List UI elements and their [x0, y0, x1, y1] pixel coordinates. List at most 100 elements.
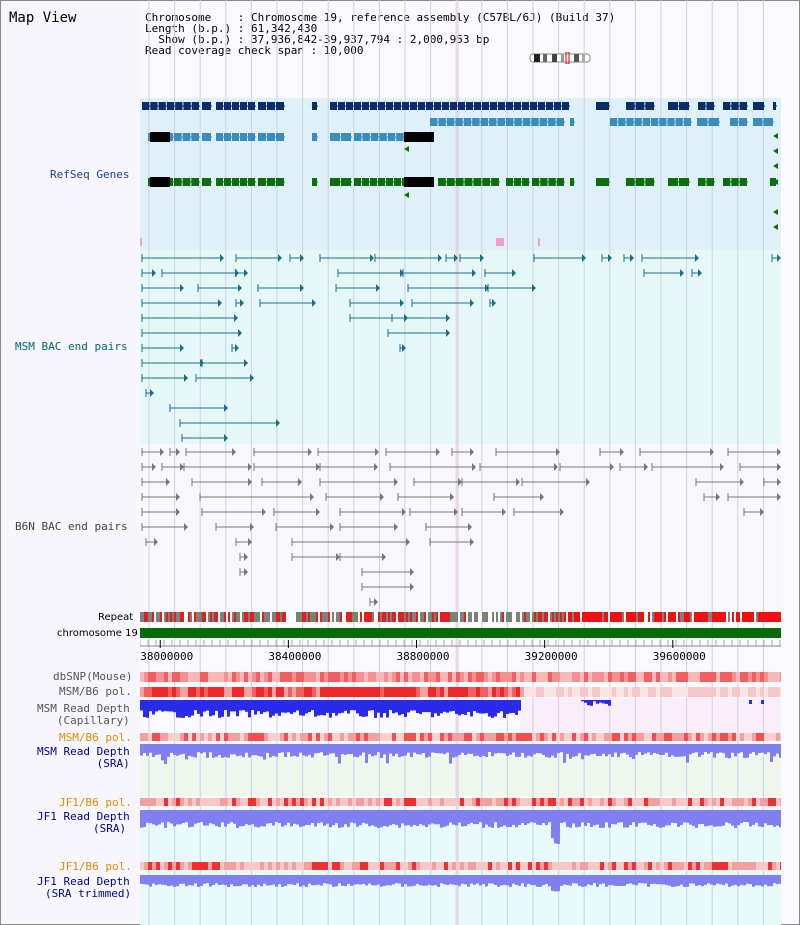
- refseq-gene-exon: [530, 102, 537, 110]
- msm-sra-depth: [152, 744, 155, 758]
- msm-cap-depth: [506, 700, 509, 714]
- track-label-b6n-bac[interactable]: B6N BAC end pairs: [15, 520, 128, 533]
- jf1-trim-depth: [635, 875, 638, 886]
- jf1-trim-depth: [317, 875, 320, 885]
- track-label-jf1-read-depth-sra[interactable]: JF1 Read Depth (SRA): [37, 811, 130, 835]
- track-label-chromosome[interactable]: chromosome 19: [57, 628, 138, 639]
- msm-pol2-cell: [532, 733, 536, 741]
- jf1-pol-cell: [252, 798, 256, 806]
- jf1-trim-depth: [278, 875, 281, 885]
- track-label-jf1-b6-pol[interactable]: JF1/B6 pol.: [59, 796, 132, 809]
- dbsnp-cell: [548, 672, 552, 682]
- jf1-sra-depth: [632, 810, 635, 823]
- jf1-pol-cell: [292, 798, 296, 806]
- refseq-gene-exon: [312, 102, 317, 110]
- jf1-pol2-cell: [596, 862, 600, 870]
- jf1-trim-depth: [563, 875, 566, 885]
- jf1-sra-depth: [143, 810, 146, 828]
- msm-bac-end: [582, 254, 586, 262]
- jf1-pol-cell: [476, 798, 480, 806]
- msm-pol2-cell: [464, 733, 468, 741]
- jf1-trim-depth: [536, 875, 539, 887]
- jf1-trim-depth: [425, 875, 428, 886]
- msm-sra-depth: [341, 744, 344, 755]
- jf1-pol2-cell: [588, 862, 592, 870]
- jf1-sra-depth: [515, 810, 518, 828]
- jf1-pol-cell: [192, 798, 196, 806]
- msm-pol2-cell: [476, 733, 480, 741]
- jf1-sra-depth: [614, 810, 617, 825]
- jf1-sra-depth: [416, 810, 419, 827]
- dbsnp-cell: [664, 672, 668, 682]
- chromosome-ideogram[interactable]: [528, 52, 592, 64]
- track-label-refseq[interactable]: RefSeq Genes: [50, 168, 130, 181]
- jf1-trim-depth: [587, 875, 590, 885]
- msm-pol2-cell: [708, 733, 712, 741]
- dbsnp-cell: [748, 672, 752, 682]
- jf1-sra-depth: [467, 810, 470, 825]
- msm-pol-cell: [268, 687, 272, 697]
- msm-sra-depth: [413, 744, 416, 753]
- msm-sra-depth: [395, 744, 398, 754]
- track-label-dbsnp[interactable]: dbSNP(Mouse): [53, 670, 133, 683]
- msm-sra-depth: [206, 744, 209, 758]
- jf1-sra-depth: [605, 810, 608, 823]
- jf1-sra-depth: [620, 810, 623, 823]
- jf1-sra-depth: [191, 810, 194, 827]
- dbsnp-cell: [552, 672, 556, 682]
- dbsnp-cell: [484, 672, 488, 682]
- jf1-trim-depth: [731, 875, 734, 886]
- track-label-msm-b6-pol[interactable]: MSM/B6 pol.: [59, 685, 132, 698]
- jf1-pol-cell: [592, 798, 596, 806]
- msm-pol2-cell: [724, 733, 728, 741]
- jf1-sra-depth: [560, 810, 563, 823]
- msm-bac-end: [224, 404, 228, 412]
- jf1-trim-depth: [560, 875, 563, 886]
- msm-pol2-cell: [480, 733, 484, 741]
- repeat-seg: [664, 612, 666, 622]
- msm-pol2-cell: [720, 733, 724, 741]
- repeat-seg: [494, 612, 496, 622]
- refseq-gene-exon: [202, 178, 211, 186]
- refseq-gene-exon: [473, 178, 482, 186]
- repeat-seg: [204, 612, 206, 622]
- repeat-seg: [738, 612, 740, 622]
- repeat-seg: [680, 612, 682, 622]
- genome-track-area[interactable]: 38000000 38400000 38800000 39200000 39600000: [140, 0, 781, 925]
- repeat-seg: [522, 612, 524, 622]
- msm-bac-end: [235, 344, 239, 352]
- msm-pol-cell: [184, 687, 188, 697]
- jf1-sra-depth: [158, 810, 161, 825]
- msm-sra-depth: [380, 744, 383, 758]
- track-label-msm-b6-pol-2[interactable]: MSM/B6 pol.: [59, 731, 132, 744]
- jf1-trim-depth: [149, 875, 152, 887]
- jf1-sra-depth: [218, 810, 221, 828]
- repeat-seg: [406, 612, 408, 622]
- repeat-seg: [468, 612, 470, 622]
- b6n-bac-end: [720, 463, 724, 471]
- jf1-sra-depth: [539, 810, 542, 826]
- repeat-seg: [184, 612, 186, 622]
- track-label-msm-read-depth-cap[interactable]: MSM Read Depth (Capillary): [37, 703, 130, 727]
- jf1-sra-depth: [371, 810, 374, 826]
- track-label-jf1-b6-pol-2[interactable]: JF1/B6 pol.: [59, 860, 132, 873]
- jf1-pol2-cell: [220, 862, 224, 870]
- track-canvas[interactable]: 38000000 38400000 38800000 39200000 39600000: [140, 0, 781, 925]
- repeat-seg: [768, 612, 770, 622]
- msm-pol-cell: [404, 687, 408, 697]
- repeat-seg: [284, 612, 286, 622]
- refseq-gene-exon: [224, 102, 231, 110]
- msm-pol-cell: [720, 687, 724, 697]
- repeat-seg: [314, 612, 316, 622]
- jf1-trim-depth: [158, 875, 161, 885]
- refseq-gene-exon: [491, 178, 499, 186]
- b6n-bac-end: [176, 448, 180, 456]
- refseq-gene-exon: [596, 102, 609, 110]
- refseq-gene-exon: [538, 102, 545, 110]
- track-label-jf1-read-depth-trimmed[interactable]: JF1 Read Depth (SRA trimmed): [37, 876, 131, 900]
- track-label-msm-bac[interactable]: MSM BAC end pairs: [15, 340, 128, 353]
- msm-pol-cell: [624, 687, 628, 697]
- repeat-seg: [586, 612, 588, 622]
- track-label-msm-read-depth-sra[interactable]: MSM Read Depth (SRA): [37, 746, 130, 770]
- track-label-repeat[interactable]: Repeat: [98, 612, 134, 623]
